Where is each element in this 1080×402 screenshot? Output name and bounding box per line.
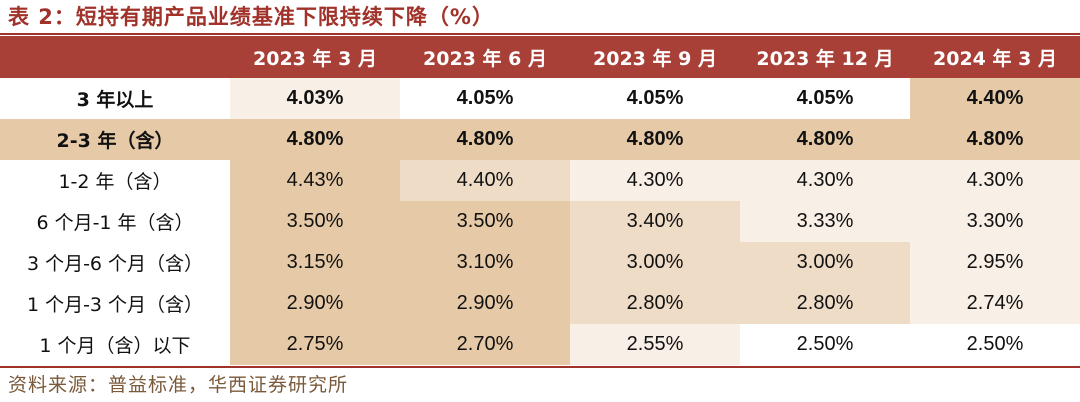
row-label: 1 个月（含）以下 — [0, 324, 230, 365]
table-cell: 2.74% — [910, 283, 1080, 324]
row-label: 3 年以上 — [0, 78, 230, 119]
table-cell: 4.80% — [400, 119, 570, 160]
table-row: 3 个月-6 个月（含） 3.15% 3.10% 3.00% 3.00% 2.9… — [0, 242, 1080, 283]
table-cell: 3.30% — [910, 201, 1080, 242]
table-cell: 3.40% — [570, 201, 740, 242]
table-cell: 3.50% — [400, 201, 570, 242]
table-cell: 2.80% — [570, 283, 740, 324]
table-cell: 2.50% — [740, 324, 910, 365]
table-row: 2-3 年（含） 4.80% 4.80% 4.80% 4.80% 4.80% — [0, 119, 1080, 160]
row-label: 1-2 年（含） — [0, 160, 230, 201]
column-header: 2024 年 3 月 — [910, 36, 1080, 78]
row-label: 2-3 年（含） — [0, 119, 230, 160]
source-note: 资料来源：普益标准，华西证券研究所 — [8, 374, 349, 396]
table-cell: 4.30% — [910, 160, 1080, 201]
title-divider — [0, 33, 1080, 35]
column-header: 2023 年 9 月 — [570, 36, 740, 78]
table-cell: 3.50% — [230, 201, 400, 242]
table-cell: 2.80% — [740, 283, 910, 324]
table-cell: 3.00% — [570, 242, 740, 283]
table-row: 1 个月-3 个月（含） 2.90% 2.90% 2.80% 2.80% 2.7… — [0, 283, 1080, 324]
row-label: 1 个月-3 个月（含） — [0, 283, 230, 324]
table-cell: 3.10% — [400, 242, 570, 283]
table-cell: 4.80% — [910, 119, 1080, 160]
table-cell: 2.95% — [910, 242, 1080, 283]
table-cell: 2.55% — [570, 324, 740, 365]
column-header: 2023 年 3 月 — [230, 36, 400, 78]
table-cell: 4.05% — [400, 78, 570, 119]
table-cell: 2.90% — [400, 283, 570, 324]
table-cell: 2.90% — [230, 283, 400, 324]
rate-table: 2023 年 3 月 2023 年 6 月 2023 年 9 月 2023 年 … — [0, 36, 1080, 365]
table-row: 1-2 年（含） 4.43% 4.40% 4.30% 4.30% 4.30% — [0, 160, 1080, 201]
table-row: 6 个月-1 年（含） 3.50% 3.50% 3.40% 3.33% 3.30… — [0, 201, 1080, 242]
table-cell: 3.15% — [230, 242, 400, 283]
table-cell: 4.80% — [740, 119, 910, 160]
table-cell: 4.40% — [910, 78, 1080, 119]
table-cell: 4.43% — [230, 160, 400, 201]
table-title: 表 2：短持有期产品业绩基准下限持续下降（%） — [8, 5, 494, 29]
table-cell: 4.05% — [570, 78, 740, 119]
row-label: 6 个月-1 年（含） — [0, 201, 230, 242]
header-row: 2023 年 3 月 2023 年 6 月 2023 年 9 月 2023 年 … — [0, 36, 1080, 78]
table-cell: 2.50% — [910, 324, 1080, 365]
table-cell: 3.00% — [740, 242, 910, 283]
table-cell: 2.70% — [400, 324, 570, 365]
row-label: 3 个月-6 个月（含） — [0, 242, 230, 283]
table-cell: 4.03% — [230, 78, 400, 119]
table-cell: 4.05% — [740, 78, 910, 119]
table-cell: 4.30% — [570, 160, 740, 201]
table-row: 1 个月（含）以下 2.75% 2.70% 2.55% 2.50% 2.50% — [0, 324, 1080, 365]
table-cell: 4.30% — [740, 160, 910, 201]
table-row: 3 年以上 4.03% 4.05% 4.05% 4.05% 4.40% — [0, 78, 1080, 119]
table-cell: 4.80% — [230, 119, 400, 160]
column-header: 2023 年 6 月 — [400, 36, 570, 78]
table-cell: 4.80% — [570, 119, 740, 160]
header-corner — [0, 36, 230, 78]
column-header: 2023 年 12 月 — [740, 36, 910, 78]
table-cell: 2.75% — [230, 324, 400, 365]
table-cell: 4.40% — [400, 160, 570, 201]
table-cell: 3.33% — [740, 201, 910, 242]
table-bottom-rule — [0, 366, 1080, 368]
